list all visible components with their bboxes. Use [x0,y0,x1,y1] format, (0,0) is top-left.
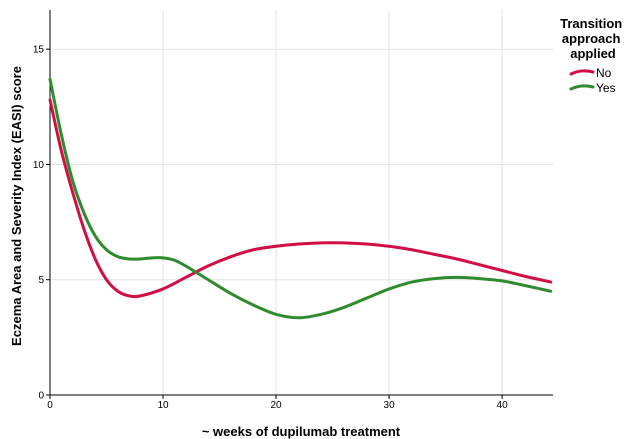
y-tick-labels: 0 5 10 15 [33,45,50,402]
y-tick-label: 15 [33,45,45,56]
x-tick-labels: 0 10 20 30 40 [47,395,508,411]
legend-swatch [569,84,595,91]
legend-label: Yes [596,81,616,95]
series-lines [48,77,553,320]
x-tick-label: 10 [157,400,169,411]
y-tick-label: 10 [33,160,45,171]
series-line-no [48,98,553,299]
x-tick-label: 0 [47,400,53,411]
x-tick-label: 20 [271,400,283,411]
legend-swatch [569,69,595,76]
legend-item-no: No [569,66,612,80]
y-axis-title: Eczema Area and Severity Index (EASI) sc… [9,66,24,346]
axes [49,10,553,396]
x-tick-label: 30 [384,400,396,411]
grid-lines [50,10,553,395]
x-tick-label: 40 [497,400,509,411]
y-tick-label: 5 [38,275,44,286]
x-axis-title: ~ weeks of dupilumab treatment [202,424,401,439]
legend-item-yes: Yes [569,81,616,95]
legend-title: Transition approach applied [560,16,626,61]
legend-label: No [596,66,612,80]
y-tick-label: 0 [38,391,44,402]
series-line-yes [48,77,553,320]
